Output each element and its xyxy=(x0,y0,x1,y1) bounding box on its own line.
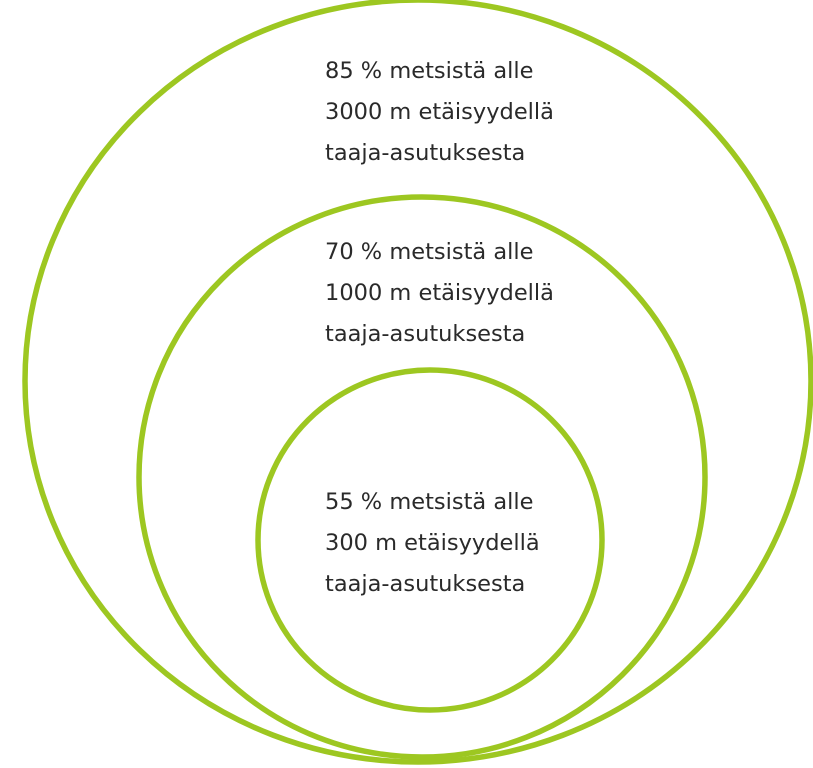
outer-circle-3000m xyxy=(22,0,813,765)
inner-circle-label: 55 % metsistä alle 300 m etäisyydellä ta… xyxy=(325,482,540,605)
inner-label-line-1: 55 % metsistä alle xyxy=(325,489,534,515)
inner-circle-300m xyxy=(255,367,605,713)
inner-label-line-3: taaja-asutuksesta xyxy=(325,571,526,597)
outer-label-line-1: 85 % metsistä alle xyxy=(325,58,534,84)
middle-circle-label: 70 % metsistä alle 1000 m etäisyydellä t… xyxy=(325,232,554,355)
outer-label-line-2: 3000 m etäisyydellä xyxy=(325,99,554,125)
middle-circle-1000m xyxy=(136,194,708,760)
middle-label-line-3: taaja-asutuksesta xyxy=(325,321,526,347)
middle-label-line-2: 1000 m etäisyydellä xyxy=(325,280,554,306)
outer-circle-label: 85 % metsistä alle 3000 m etäisyydellä t… xyxy=(325,51,554,174)
outer-label-line-3: taaja-asutuksesta xyxy=(325,140,526,166)
middle-label-line-1: 70 % metsistä alle xyxy=(325,239,534,265)
inner-label-line-2: 300 m etäisyydellä xyxy=(325,530,540,556)
